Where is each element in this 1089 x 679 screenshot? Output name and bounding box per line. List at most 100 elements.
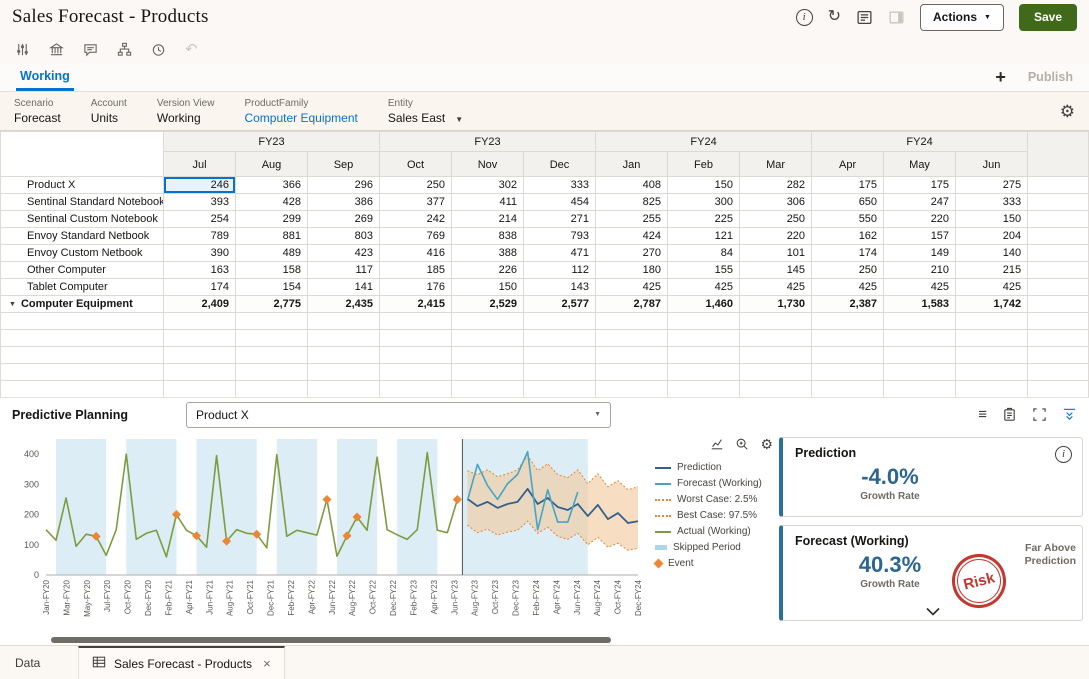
grid-cell[interactable] bbox=[739, 346, 813, 364]
pov-version-view[interactable]: Version View Working bbox=[157, 98, 215, 125]
grid-cell[interactable]: 2,787 bbox=[595, 295, 669, 313]
grid-cell[interactable] bbox=[235, 380, 308, 397]
grid-cell[interactable] bbox=[595, 346, 669, 364]
grid-cell[interactable] bbox=[163, 312, 236, 330]
month-header[interactable]: Mar bbox=[739, 151, 813, 177]
grid-cell[interactable] bbox=[306, 329, 381, 347]
grid-cell[interactable]: 377 bbox=[379, 193, 453, 211]
chart-scrollbar[interactable] bbox=[51, 637, 611, 643]
grid-cell[interactable]: 180 bbox=[595, 261, 669, 279]
row-header[interactable]: Sentinal Custom Notebook bbox=[0, 210, 164, 228]
grid-cell[interactable] bbox=[0, 346, 164, 364]
grid-cell[interactable] bbox=[1027, 363, 1089, 381]
grid-cell[interactable] bbox=[235, 329, 308, 347]
grid-cell[interactable]: 650 bbox=[811, 193, 885, 211]
grid-cell[interactable]: 255 bbox=[595, 210, 669, 228]
grid-cell[interactable]: 271 bbox=[523, 210, 597, 228]
grid-cell[interactable]: 112 bbox=[523, 261, 597, 279]
grid-cell[interactable] bbox=[883, 380, 957, 397]
collapse-triangle-icon[interactable]: ▼ bbox=[9, 301, 16, 308]
event-marker[interactable] bbox=[192, 531, 202, 541]
month-header[interactable]: Nov bbox=[451, 151, 525, 177]
grid-cell[interactable] bbox=[739, 380, 813, 397]
grid-cell[interactable]: 393 bbox=[163, 193, 236, 211]
row-header[interactable]: Envoy Custom Netbook bbox=[0, 244, 164, 262]
publish-button[interactable]: Publish bbox=[1027, 70, 1073, 84]
grid-cell[interactable]: 1,742 bbox=[955, 295, 1029, 313]
grid-cell[interactable]: 269 bbox=[306, 210, 381, 228]
tab-working[interactable]: Working bbox=[16, 69, 74, 91]
grid-cell[interactable] bbox=[451, 312, 525, 330]
grid-cell[interactable]: 428 bbox=[235, 193, 308, 211]
grid-cell[interactable] bbox=[451, 380, 525, 397]
grid-cell[interactable] bbox=[163, 380, 236, 397]
comments-icon[interactable] bbox=[83, 42, 98, 57]
grid-cell[interactable]: 154 bbox=[235, 278, 308, 296]
grid-cell[interactable] bbox=[595, 380, 669, 397]
grid-cell[interactable] bbox=[0, 363, 164, 381]
grid-cell[interactable]: 140 bbox=[955, 244, 1029, 262]
grid-cell[interactable]: 250 bbox=[739, 210, 813, 228]
grid-cell[interactable]: 881 bbox=[235, 227, 308, 245]
panel-toggle-icon[interactable] bbox=[888, 9, 905, 26]
grid-cell[interactable]: 220 bbox=[739, 227, 813, 245]
grid-cell[interactable]: 246 bbox=[163, 176, 236, 194]
year-header[interactable]: FY23 bbox=[379, 131, 597, 152]
row-header[interactable]: Other Computer bbox=[0, 261, 164, 279]
grid-cell[interactable]: 1,583 bbox=[883, 295, 957, 313]
grid-cell[interactable] bbox=[379, 363, 453, 381]
grid-cell[interactable] bbox=[955, 380, 1029, 397]
grid-cell[interactable]: 282 bbox=[739, 176, 813, 194]
row-header[interactable]: ▼ Computer Equipment bbox=[0, 295, 164, 313]
grid-cell[interactable]: 121 bbox=[667, 227, 741, 245]
grid-cell[interactable] bbox=[235, 346, 308, 364]
grid-cell[interactable] bbox=[955, 329, 1029, 347]
pov-account[interactable]: Account Units bbox=[91, 98, 127, 125]
year-header[interactable]: FY23 bbox=[162, 131, 381, 152]
grid-cell[interactable]: 226 bbox=[451, 261, 525, 279]
fullscreen-icon[interactable] bbox=[1032, 407, 1047, 422]
grid-cell[interactable]: 388 bbox=[451, 244, 525, 262]
grid-cell[interactable]: 306 bbox=[739, 193, 813, 211]
grid-cell[interactable]: 247 bbox=[883, 193, 957, 211]
grid-cell[interactable]: 300 bbox=[667, 193, 741, 211]
grid-cell[interactable]: 302 bbox=[451, 176, 525, 194]
grid-cell[interactable]: 162 bbox=[811, 227, 885, 245]
grid-cell[interactable] bbox=[235, 363, 308, 381]
grid-cell[interactable]: 425 bbox=[955, 278, 1029, 296]
pov-member[interactable]: Working bbox=[156, 110, 201, 125]
grid-cell[interactable] bbox=[883, 346, 957, 364]
grid-cell[interactable] bbox=[1027, 329, 1089, 347]
grid-cell[interactable] bbox=[235, 312, 308, 330]
year-header[interactable]: FY24 bbox=[811, 131, 1029, 152]
grid-cell[interactable]: 390 bbox=[163, 244, 236, 262]
data-grid[interactable]: FY23 FY23 FY24 FY24 Jul Aug Sep Oct Nov Dec Jan Feb… bbox=[0, 131, 1089, 397]
month-header[interactable]: Jun bbox=[955, 151, 1029, 177]
grid-cell[interactable]: 425 bbox=[667, 278, 741, 296]
month-header[interactable]: Feb bbox=[667, 151, 741, 177]
grid-cell[interactable] bbox=[811, 312, 885, 330]
event-marker[interactable] bbox=[252, 529, 262, 539]
grid-cell[interactable]: 176 bbox=[379, 278, 453, 296]
info-icon[interactable]: i bbox=[795, 8, 813, 26]
grid-cell[interactable]: 425 bbox=[739, 278, 813, 296]
grid-cell[interactable]: 471 bbox=[523, 244, 597, 262]
menu-icon[interactable]: ≡ bbox=[978, 406, 987, 423]
grid-cell[interactable] bbox=[595, 329, 669, 347]
pov-productfamily[interactable]: ProductFamily Computer Equipment bbox=[244, 98, 357, 125]
event-marker[interactable] bbox=[171, 510, 181, 520]
close-icon[interactable]: × bbox=[263, 656, 271, 671]
grid-cell[interactable] bbox=[523, 380, 597, 397]
grid-cell[interactable] bbox=[379, 312, 453, 330]
grid-cell[interactable]: 296 bbox=[306, 176, 381, 194]
pov-member[interactable]: Units bbox=[90, 110, 119, 125]
collapse-panel-icon[interactable] bbox=[1062, 407, 1077, 422]
grid-cell[interactable] bbox=[595, 312, 669, 330]
grid-cell[interactable]: 141 bbox=[306, 278, 381, 296]
grid-cell[interactable]: 210 bbox=[883, 261, 957, 279]
grid-cell[interactable]: 769 bbox=[379, 227, 453, 245]
undo-icon[interactable]: ↶ bbox=[185, 40, 198, 58]
grid-cell[interactable] bbox=[306, 363, 381, 381]
grid-cell[interactable]: 175 bbox=[883, 176, 957, 194]
grid-cell[interactable]: 2,387 bbox=[811, 295, 885, 313]
